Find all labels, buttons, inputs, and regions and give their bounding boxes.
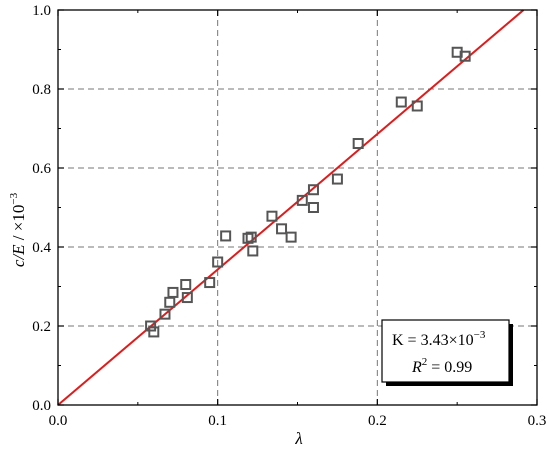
x-tick-label: 0.0 <box>49 413 68 429</box>
y-axis-ticks: 0.0 0.2 0.4 0.6 0.8 1.0 <box>32 3 537 414</box>
y-axis-title-main: c/E <box>9 244 28 267</box>
x-tick-label: 0.2 <box>368 413 387 429</box>
x-tick-label: 0.1 <box>208 413 227 429</box>
y-tick-label: 0.0 <box>32 398 51 414</box>
x-tick-label: 0.3 <box>528 413 547 429</box>
data-point <box>411 100 423 112</box>
data-point <box>276 223 288 235</box>
data-point <box>148 326 160 338</box>
data-point <box>180 279 192 291</box>
x-axis-title: λ <box>294 429 302 448</box>
data-point <box>395 96 407 108</box>
data-points <box>145 46 471 338</box>
data-point <box>220 230 232 242</box>
r2-value: = 0.99 <box>427 359 472 376</box>
r2-label-exponent: 2 <box>422 356 428 368</box>
y-tick-label: 0.2 <box>32 319 51 335</box>
data-point <box>459 50 471 62</box>
data-point <box>242 232 254 244</box>
data-point <box>245 231 257 243</box>
data-point <box>181 292 193 304</box>
r2-label-main: R <box>411 359 422 376</box>
y-tick-label: 0.6 <box>32 161 51 177</box>
annotation-box <box>381 319 510 383</box>
fit-line-group <box>57 9 525 406</box>
slope-annotation-main: K = 3.43×10 <box>392 332 474 349</box>
fit-annotation-box: K = 3.43×10−3 R2 = 0.99 <box>381 319 513 386</box>
data-point <box>212 256 224 268</box>
data-point <box>285 231 297 243</box>
fit-line <box>57 9 525 406</box>
data-point <box>247 245 259 257</box>
slope-annotation-exponent: −3 <box>474 329 486 341</box>
data-point <box>307 202 319 213</box>
slope-annotation: K = 3.43×10−3 <box>392 329 486 349</box>
y-tick-label: 1.0 <box>32 3 51 19</box>
y-axis-title-unit: / ×10 <box>9 205 28 245</box>
data-point <box>266 210 278 222</box>
r2-annotation: R2 = 0.99 <box>411 356 472 376</box>
y-tick-label: 0.4 <box>32 240 51 256</box>
data-point <box>352 138 364 150</box>
data-point <box>164 296 176 308</box>
data-point <box>296 194 308 206</box>
y-axis-title: c/E / ×10−3 <box>8 192 28 267</box>
grid-lines <box>58 10 537 405</box>
y-tick-label: 0.8 <box>32 82 51 98</box>
y-axis-title-exponent: −3 <box>8 192 20 204</box>
data-point <box>145 320 157 332</box>
x-axis-ticks: 0.0 0.1 0.2 0.3 <box>49 10 547 429</box>
data-point <box>159 308 171 320</box>
data-point <box>307 184 319 196</box>
data-point <box>331 173 343 185</box>
data-point <box>167 286 179 298</box>
data-point <box>204 277 216 289</box>
